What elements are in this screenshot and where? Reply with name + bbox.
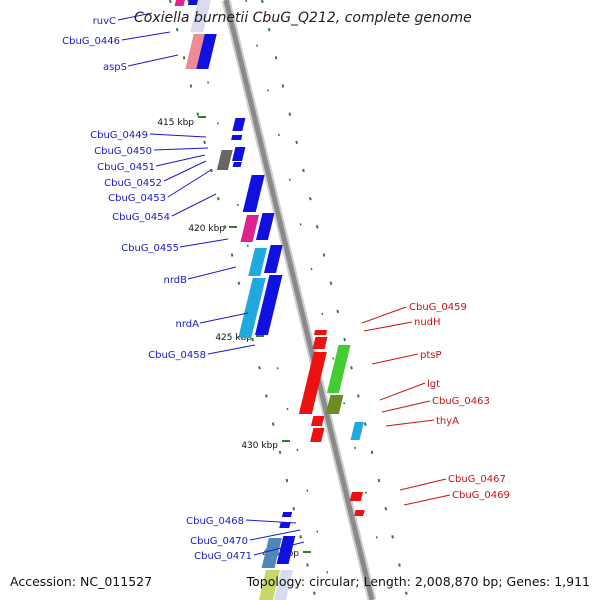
gene-feature bbox=[310, 428, 325, 442]
gene-label-CbuG_0471: CbuG_0471 bbox=[194, 551, 252, 562]
gene-feature bbox=[281, 512, 293, 517]
tick-label: 430 kbp bbox=[241, 441, 278, 451]
gene-label-ptsP: ptsP bbox=[420, 350, 442, 361]
gene-feature bbox=[279, 522, 291, 528]
gene-label-CbuG_0454: CbuG_0454 bbox=[112, 212, 170, 223]
left-gene-labels: ruvC CbuG_0446 aspS CbuG_0449 CbuG_0450 … bbox=[62, 16, 252, 562]
dotted-tracks bbox=[169, 0, 409, 600]
tick-label: 415 kbp bbox=[157, 118, 194, 128]
genome-summary-text: Topology: circular; Length: 2,008,870 bp… bbox=[246, 574, 590, 589]
gene-feature bbox=[349, 492, 363, 501]
gene-feature bbox=[232, 118, 246, 131]
kbp-ticks: 415 kbp 420 kbp 425 kbp 430 kbp 435 kbp bbox=[157, 116, 311, 559]
left-label-connectors bbox=[117, 12, 305, 556]
gene-label-lgt: lgt bbox=[427, 379, 440, 390]
gene-label-CbuG_0470: CbuG_0470 bbox=[190, 536, 248, 547]
gene-label-nudH: nudH bbox=[414, 317, 441, 328]
gene-label-CbuG_0459: CbuG_0459 bbox=[409, 302, 467, 313]
gene-feature bbox=[258, 570, 281, 600]
gene-feature bbox=[190, 0, 211, 32]
right-label-connectors bbox=[361, 306, 451, 506]
gene-label-CbuG_0458: CbuG_0458 bbox=[148, 350, 206, 361]
right-gene-labels: CbuG_0459 nudH ptsP lgt CbuG_0463 thyA C… bbox=[409, 302, 510, 501]
gene-feature bbox=[263, 245, 283, 273]
gene-label-CbuG_0449: CbuG_0449 bbox=[90, 130, 148, 141]
gene-feature bbox=[255, 213, 275, 240]
gene-feature bbox=[248, 248, 268, 276]
gene-feature bbox=[273, 570, 294, 600]
gene-label-CbuG_0450: CbuG_0450 bbox=[94, 146, 152, 157]
gene-label-aspS: aspS bbox=[103, 62, 127, 73]
genome-backbone bbox=[221, 0, 377, 600]
gene-feature bbox=[298, 352, 327, 414]
gene-label-CbuG_0446: CbuG_0446 bbox=[62, 36, 120, 47]
outer-dotted-track bbox=[261, 0, 409, 600]
gene-feature bbox=[232, 147, 246, 161]
gene-label-CbuG_0455: CbuG_0455 bbox=[121, 243, 179, 254]
gene-feature bbox=[276, 536, 296, 564]
gene-feature bbox=[350, 422, 364, 440]
inner-dotted-track-2 bbox=[187, 0, 335, 600]
tick-label: 420 kbp bbox=[188, 224, 225, 234]
gene-feature bbox=[354, 510, 365, 516]
gene-feature bbox=[196, 34, 217, 69]
tick-label: 425 kbp bbox=[215, 333, 252, 343]
gene-feature bbox=[174, 0, 185, 6]
gene-feature bbox=[313, 330, 328, 335]
gene-feature bbox=[312, 337, 328, 349]
gene-feature bbox=[310, 416, 325, 426]
gene-feature bbox=[216, 150, 233, 170]
map-title: Coxiella burnetii CbuG_Q212, complete ge… bbox=[134, 10, 472, 26]
right-gene-features bbox=[298, 330, 365, 516]
gene-feature bbox=[254, 275, 283, 335]
gene-label-CbuG_0468: CbuG_0468 bbox=[186, 516, 244, 527]
gene-label-CbuG_0463: CbuG_0463 bbox=[432, 396, 490, 407]
gene-label-CbuG_0452: CbuG_0452 bbox=[104, 178, 162, 189]
gene-feature bbox=[242, 175, 265, 212]
gene-label-CbuG_0451: CbuG_0451 bbox=[97, 162, 155, 173]
gene-feature bbox=[326, 345, 351, 393]
gene-label-nrdB: nrdB bbox=[164, 275, 188, 286]
gene-label-CbuG_0453: CbuG_0453 bbox=[108, 193, 166, 204]
gene-label-nrdA: nrdA bbox=[176, 319, 200, 330]
gene-feature bbox=[325, 395, 344, 414]
gene-feature bbox=[185, 34, 206, 69]
accession-text: Accession: NC_011527 bbox=[10, 574, 153, 589]
gene-label-CbuG_0467: CbuG_0467 bbox=[448, 474, 506, 485]
gene-feature bbox=[232, 162, 242, 167]
inner-dotted-track bbox=[169, 0, 317, 600]
gene-feature bbox=[240, 215, 259, 242]
gene-feature bbox=[238, 278, 266, 338]
gene-feature bbox=[261, 538, 282, 568]
gene-feature bbox=[231, 135, 243, 140]
gene-label-CbuG_0469: CbuG_0469 bbox=[452, 490, 510, 501]
left-gene-features bbox=[174, 0, 296, 600]
gene-label-thyA: thyA bbox=[436, 416, 459, 427]
gene-label-ruvC: ruvC bbox=[93, 16, 116, 27]
